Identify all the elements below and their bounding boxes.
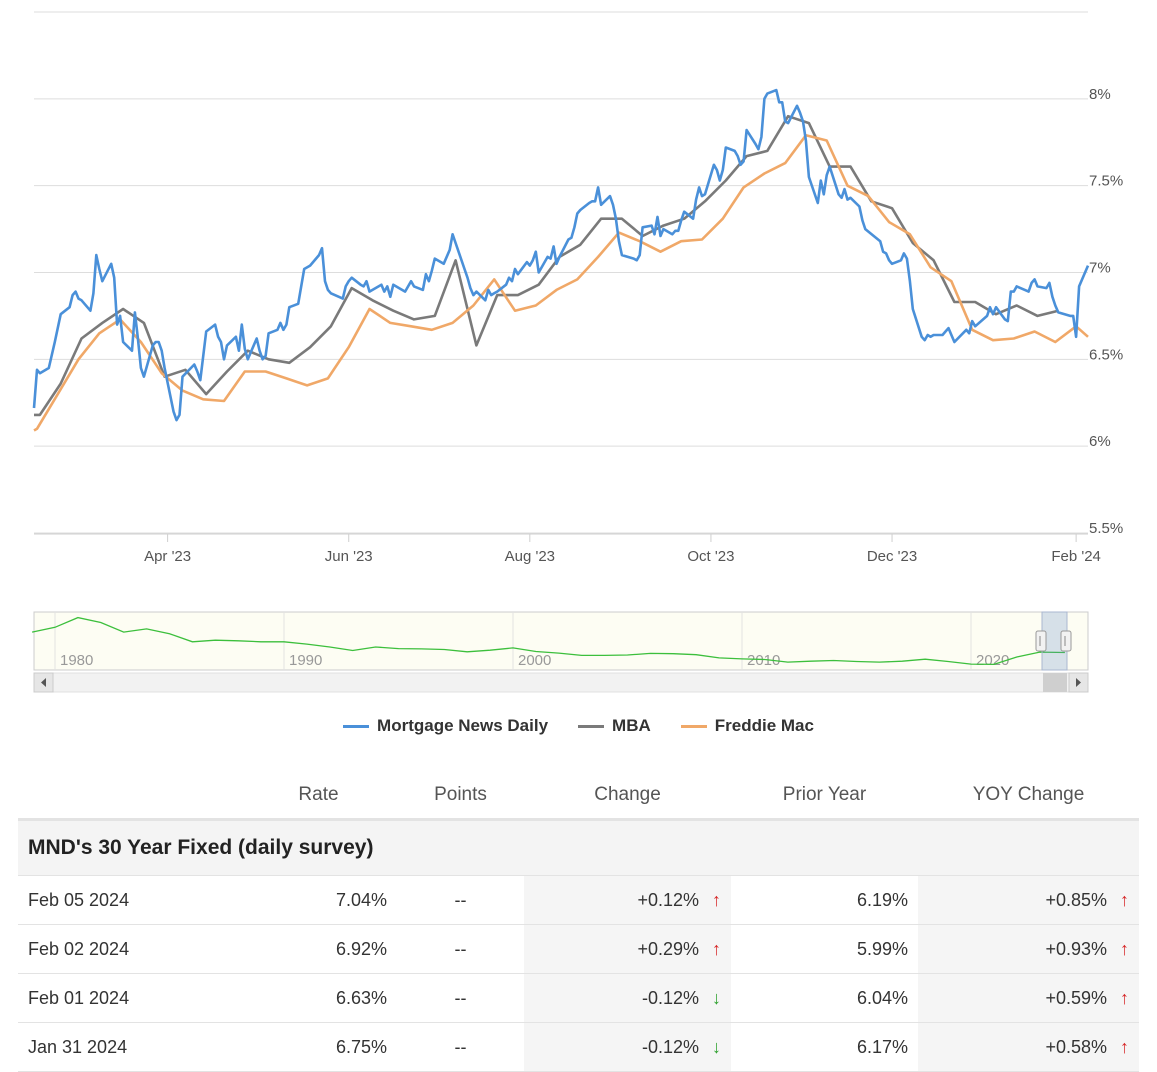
rate-chart: Apr '23 Jun '23 Aug '23 Oct '23 Dec '23 Feb '… bbox=[31, 11, 1123, 693]
navigator-year-label: 1990 bbox=[289, 652, 322, 669]
legend-swatch bbox=[578, 724, 605, 728]
col-header-change: Change bbox=[524, 772, 731, 821]
table-row: Jan 31 2024 6.75% -- -0.12% ↓ 6.17% +0.58% ↑ bbox=[18, 1022, 1139, 1072]
row-yoy-change: +0.58% ↑ bbox=[918, 1022, 1139, 1072]
series-line-freddie-mac bbox=[33, 134, 1089, 432]
row-date: Feb 05 2024 bbox=[18, 875, 240, 925]
range-navigator[interactable]: 1980 1990 2000 2010 2020 bbox=[31, 611, 1089, 693]
row-points: -- bbox=[397, 875, 524, 925]
arrow-up-icon: ↑ bbox=[1120, 987, 1129, 1008]
navigator-frame bbox=[33, 611, 1089, 671]
x-tick-label: Oct '23 bbox=[687, 548, 734, 565]
x-axis: Apr '23 Jun '23 Aug '23 Oct '23 Dec '23 Feb '… bbox=[144, 534, 1101, 565]
navigator-year-label: 2010 bbox=[747, 652, 780, 669]
arrow-up-icon: ↑ bbox=[1120, 1036, 1129, 1057]
row-yoy-change: +0.59% ↑ bbox=[918, 973, 1139, 1023]
navigator-scrollbar-thumb[interactable] bbox=[1043, 673, 1067, 692]
row-change: +0.12% ↑ bbox=[524, 875, 731, 925]
legend-item[interactable]: Freddie Mac bbox=[680, 716, 814, 736]
row-change: +0.29% ↑ bbox=[524, 924, 731, 974]
chart-legend[interactable]: Mortgage News Daily MBA Freddie Mac bbox=[0, 716, 1157, 736]
y-axis: 8% 7.5% 7% 6.5% 6% 5.5% bbox=[1089, 86, 1123, 537]
rates-table: Rate Points Change Prior Year YOY Change… bbox=[18, 772, 1139, 1072]
y-tick-label: 8% bbox=[1089, 86, 1111, 103]
navigator-handle[interactable] bbox=[1060, 630, 1072, 652]
row-rate: 6.75% bbox=[240, 1022, 397, 1072]
row-rate: 6.92% bbox=[240, 924, 397, 974]
row-rate: 7.04% bbox=[240, 875, 397, 925]
row-prior-year: 6.19% bbox=[731, 875, 918, 925]
row-prior-year: 6.17% bbox=[731, 1022, 918, 1072]
chevron-right-icon bbox=[1076, 678, 1081, 687]
row-points: -- bbox=[397, 924, 524, 974]
legend-swatch bbox=[680, 724, 707, 728]
table-section-row: MND's 30 Year Fixed (daily survey) bbox=[18, 819, 1139, 876]
legend-label: Mortgage News Daily bbox=[377, 716, 549, 735]
y-tick-label: 5.5% bbox=[1089, 520, 1123, 537]
x-tick-label: Feb '24 bbox=[1051, 548, 1101, 565]
row-change: -0.12% ↓ bbox=[524, 973, 731, 1023]
table-row: Feb 01 2024 6.63% -- -0.12% ↓ 6.04% +0.59% ↑ bbox=[18, 973, 1139, 1023]
legend-item[interactable]: MBA bbox=[578, 716, 651, 736]
y-tick-label: 6% bbox=[1089, 433, 1111, 450]
row-points: -- bbox=[397, 973, 524, 1023]
series-line-mortgage-news-daily bbox=[32, 88, 1090, 422]
x-tick-label: Dec '23 bbox=[867, 548, 917, 565]
navigator-handle[interactable] bbox=[1035, 630, 1047, 652]
row-date: Feb 02 2024 bbox=[18, 924, 240, 974]
x-tick-label: Jun '23 bbox=[325, 548, 373, 565]
arrow-up-icon: ↑ bbox=[1120, 938, 1129, 959]
row-yoy-change: +0.93% ↑ bbox=[918, 924, 1139, 974]
y-tick-label: 6.5% bbox=[1089, 346, 1123, 363]
x-tick-label: Aug '23 bbox=[505, 548, 555, 565]
y-tick-label: 7% bbox=[1089, 260, 1111, 277]
chevron-left-icon bbox=[41, 678, 46, 687]
chart-series bbox=[32, 88, 1090, 432]
navigator-year-label: 1980 bbox=[60, 652, 93, 669]
row-prior-year: 6.04% bbox=[731, 973, 918, 1023]
legend-label: Freddie Mac bbox=[714, 716, 814, 735]
table-header-row: Rate Points Change Prior Year YOY Change bbox=[18, 772, 1139, 821]
navigator-history-line bbox=[31, 616, 1065, 666]
legend-item[interactable]: Mortgage News Daily bbox=[343, 716, 548, 736]
chart-grid bbox=[34, 11, 1088, 535]
x-tick-label: Apr '23 bbox=[144, 548, 191, 565]
table-row: Feb 05 2024 7.04% -- +0.12% ↑ 6.19% +0.85% ↑ bbox=[18, 875, 1139, 925]
legend-swatch bbox=[343, 724, 370, 728]
row-points: -- bbox=[397, 1022, 524, 1072]
col-header-prior-year: Prior Year bbox=[731, 772, 918, 821]
col-header-rate: Rate bbox=[240, 772, 397, 821]
row-yoy-change: +0.85% ↑ bbox=[918, 875, 1139, 925]
col-header-points: Points bbox=[397, 772, 524, 821]
series-line-mba bbox=[34, 114, 1059, 417]
section-title: MND's 30 Year Fixed (daily survey) bbox=[18, 819, 1139, 876]
col-header-date bbox=[18, 772, 240, 821]
arrow-up-icon: ↑ bbox=[712, 889, 721, 910]
arrow-up-icon: ↑ bbox=[1120, 889, 1129, 910]
row-date: Jan 31 2024 bbox=[18, 1022, 240, 1072]
arrow-down-icon: ↓ bbox=[712, 1036, 721, 1057]
table-row: Feb 02 2024 6.92% -- +0.29% ↑ 5.99% +0.93% ↑ bbox=[18, 924, 1139, 974]
navigator-scrollbar-track[interactable] bbox=[33, 672, 1089, 693]
row-change: -0.12% ↓ bbox=[524, 1022, 731, 1072]
row-date: Feb 01 2024 bbox=[18, 973, 240, 1023]
col-header-yoy-change: YOY Change bbox=[918, 772, 1139, 821]
arrow-up-icon: ↑ bbox=[712, 938, 721, 959]
legend-label: MBA bbox=[612, 716, 651, 735]
y-tick-label: 7.5% bbox=[1089, 173, 1123, 190]
row-prior-year: 5.99% bbox=[731, 924, 918, 974]
navigator-year-label: 2000 bbox=[518, 652, 551, 669]
arrow-down-icon: ↓ bbox=[712, 987, 721, 1008]
row-rate: 6.63% bbox=[240, 973, 397, 1023]
